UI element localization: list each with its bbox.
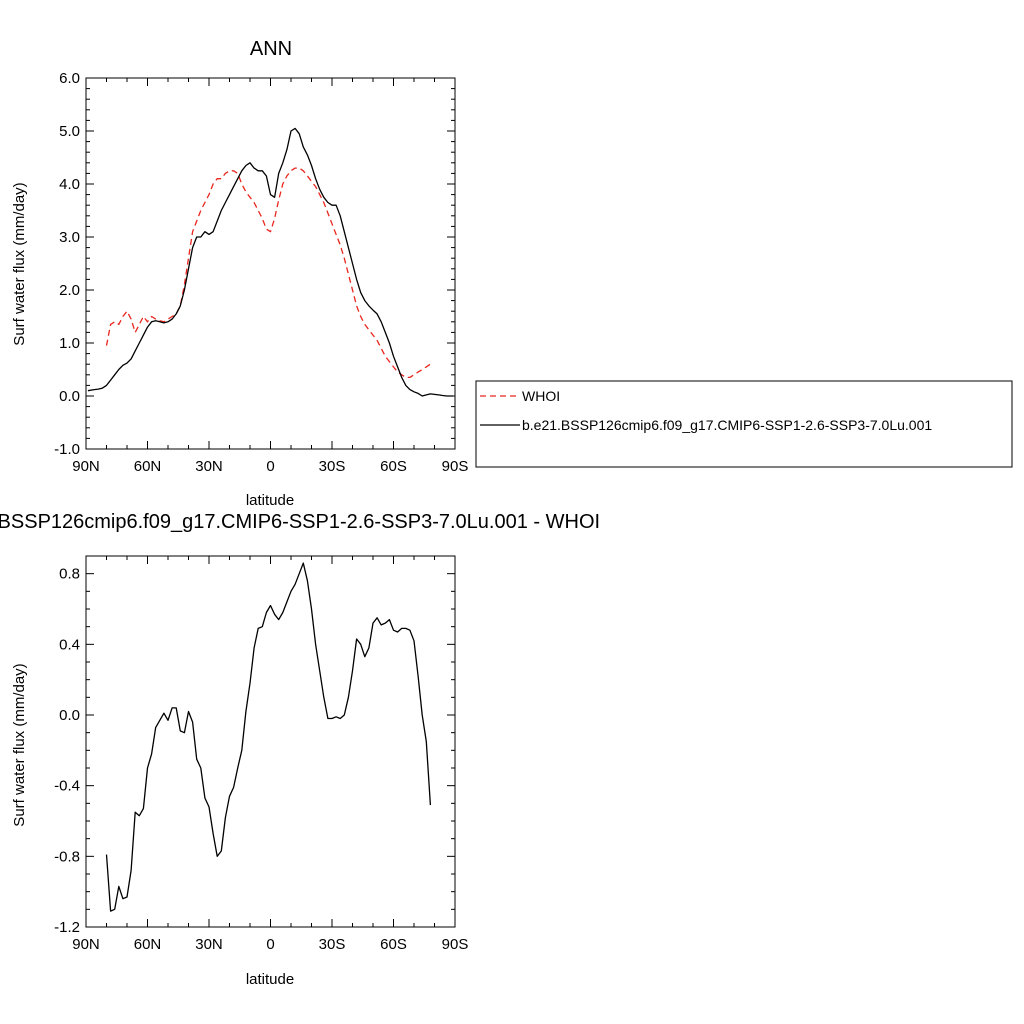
top-y-axis-label: Surf water flux (mm/day) bbox=[11, 182, 28, 345]
legend-label-whoi: WHOI bbox=[522, 388, 560, 404]
bottom-y-axis-label: Surf water flux (mm/day) bbox=[11, 663, 28, 826]
legend-label-model: b.e21.BSSP126cmip6.f09_g17.CMIP6-SSP1-2.… bbox=[522, 417, 932, 433]
y-tick-label: -0.8 bbox=[54, 848, 80, 865]
top-x-axis-label: latitude bbox=[246, 492, 294, 509]
y-tick-label: 0.0 bbox=[59, 388, 80, 405]
x-tick-label: 90S bbox=[442, 936, 469, 953]
x-tick-label: 0 bbox=[266, 458, 274, 475]
top-panel: ANN Surf water flux (mm/day) latitude 90… bbox=[11, 38, 468, 509]
x-tick-label: 30N bbox=[195, 936, 223, 953]
top-axis-ticks: 90N 60N 30N 0 30S 60S 90S -1.0 0.0 1.0 2.0 3.0 4.0 5.… bbox=[54, 70, 468, 475]
bottom-chart-title: b.e21.BSSP126cmip6.f09_g17.CMIP6-SSP1-2.… bbox=[0, 511, 600, 533]
x-tick-label: 30N bbox=[195, 458, 223, 475]
series-line-0-0 bbox=[105, 167, 431, 379]
series-line-0-1 bbox=[87, 127, 453, 397]
y-tick-label: 4.0 bbox=[59, 176, 80, 193]
y-tick-label: -1.2 bbox=[54, 919, 80, 936]
x-tick-label: 60N bbox=[134, 936, 162, 953]
x-tick-label: 60N bbox=[134, 458, 162, 475]
y-tick-label: 0.0 bbox=[59, 707, 80, 724]
x-tick-label: 60S bbox=[380, 458, 407, 475]
bottom-axis-ticks: 90N 60N 30N 0 30S 60S 90S -1.2 -0.8 -0.4 0.0 0.4 0.8 bbox=[54, 555, 469, 953]
y-tick-label: 6.0 bbox=[59, 70, 80, 87]
series-line-1-0 bbox=[105, 562, 432, 912]
y-tick-label: -1.0 bbox=[54, 441, 80, 458]
x-tick-label: 0 bbox=[266, 936, 274, 953]
y-tick-label: 2.0 bbox=[59, 282, 80, 299]
y-tick-label: 0.4 bbox=[59, 636, 80, 653]
top-series-group bbox=[87, 127, 453, 397]
y-tick-label: -0.4 bbox=[54, 778, 80, 795]
bottom-panel: b.e21.BSSP126cmip6.f09_g17.CMIP6-SSP1-2.… bbox=[0, 511, 600, 988]
bottom-series-group bbox=[105, 562, 432, 912]
y-tick-label: 1.0 bbox=[59, 335, 80, 352]
x-tick-label: 90S bbox=[442, 458, 469, 475]
y-tick-label: 0.8 bbox=[59, 566, 80, 583]
legend: WHOI b.e21.BSSP126cmip6.f09_g17.CMIP6-SS… bbox=[475, 380, 1013, 468]
x-tick-label: 60S bbox=[380, 936, 407, 953]
x-tick-label: 90N bbox=[72, 936, 100, 953]
top-chart-title: ANN bbox=[250, 38, 292, 60]
bottom-plot-frame bbox=[85, 555, 456, 928]
legend-box bbox=[475, 380, 1013, 468]
x-tick-label: 30S bbox=[319, 936, 346, 953]
x-tick-label: 30S bbox=[319, 458, 346, 475]
y-tick-label: 3.0 bbox=[59, 229, 80, 246]
x-tick-label: 90N bbox=[72, 458, 100, 475]
y-tick-label: 5.0 bbox=[59, 123, 80, 140]
top-plot-frame bbox=[85, 77, 456, 450]
bottom-x-axis-label: latitude bbox=[246, 971, 294, 988]
